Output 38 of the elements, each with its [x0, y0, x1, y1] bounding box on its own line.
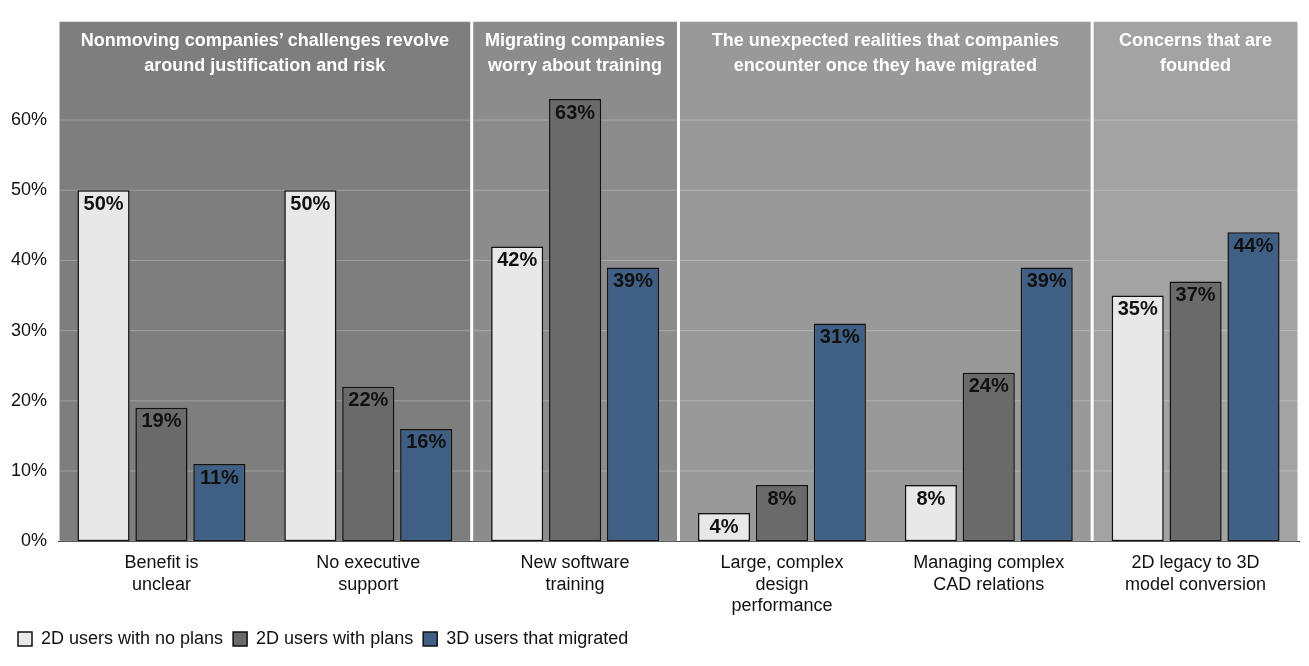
- y-tick-label: 0%: [21, 530, 48, 551]
- data-label: 22%: [348, 388, 389, 411]
- legend-label: 2D users with no plans: [41, 627, 224, 648]
- band-label: Migrating companies worry about training: [485, 29, 666, 75]
- x-tick-label: New software training: [520, 551, 630, 594]
- y-tick-label: 40%: [11, 249, 48, 270]
- data-label: 63%: [555, 100, 596, 123]
- data-label: 39%: [613, 268, 654, 291]
- data-label: 4%: [709, 514, 739, 537]
- data-label: 50%: [83, 191, 124, 214]
- y-tick-label: 30%: [11, 319, 48, 340]
- legend-label: 3D users that migrated: [446, 627, 629, 648]
- band-label: The unexpected realities that companies encounter once they have migrated: [711, 29, 1059, 75]
- data-label: 11%: [199, 465, 240, 488]
- data-label: 8%: [916, 486, 946, 509]
- x-tick-label: Managing complex CAD relations: [913, 551, 1065, 594]
- data-label: 50%: [290, 191, 331, 214]
- data-label: 44%: [1233, 233, 1274, 256]
- data-label: 39%: [1026, 268, 1067, 291]
- data-label: 24%: [968, 374, 1009, 397]
- data-label: 35%: [1117, 297, 1158, 320]
- band-label: Concerns that are founded: [1119, 29, 1273, 75]
- data-label: 16%: [406, 430, 447, 453]
- x-tick-label: Large, complex design performance: [720, 551, 844, 616]
- x-tick-label: Benefit is unclear: [124, 551, 199, 594]
- data-label: 42%: [497, 247, 538, 270]
- y-tick-label: 20%: [11, 389, 48, 410]
- data-label: 8%: [767, 486, 797, 509]
- x-tick-label: 2D legacy to 3D model conversion: [1125, 551, 1267, 594]
- band-label: Nonmoving companies’ challenges revolve around justification and risk: [80, 29, 449, 75]
- data-label: 37%: [1175, 283, 1216, 306]
- y-tick-label: 60%: [11, 109, 48, 130]
- x-tick-label: No executive support: [316, 551, 421, 594]
- legend-label: 2D users with plans: [256, 627, 414, 648]
- data-label: 31%: [819, 325, 861, 348]
- data-label: 19%: [141, 409, 182, 432]
- y-tick-label: 50%: [11, 179, 48, 200]
- y-tick-label: 10%: [11, 459, 48, 480]
